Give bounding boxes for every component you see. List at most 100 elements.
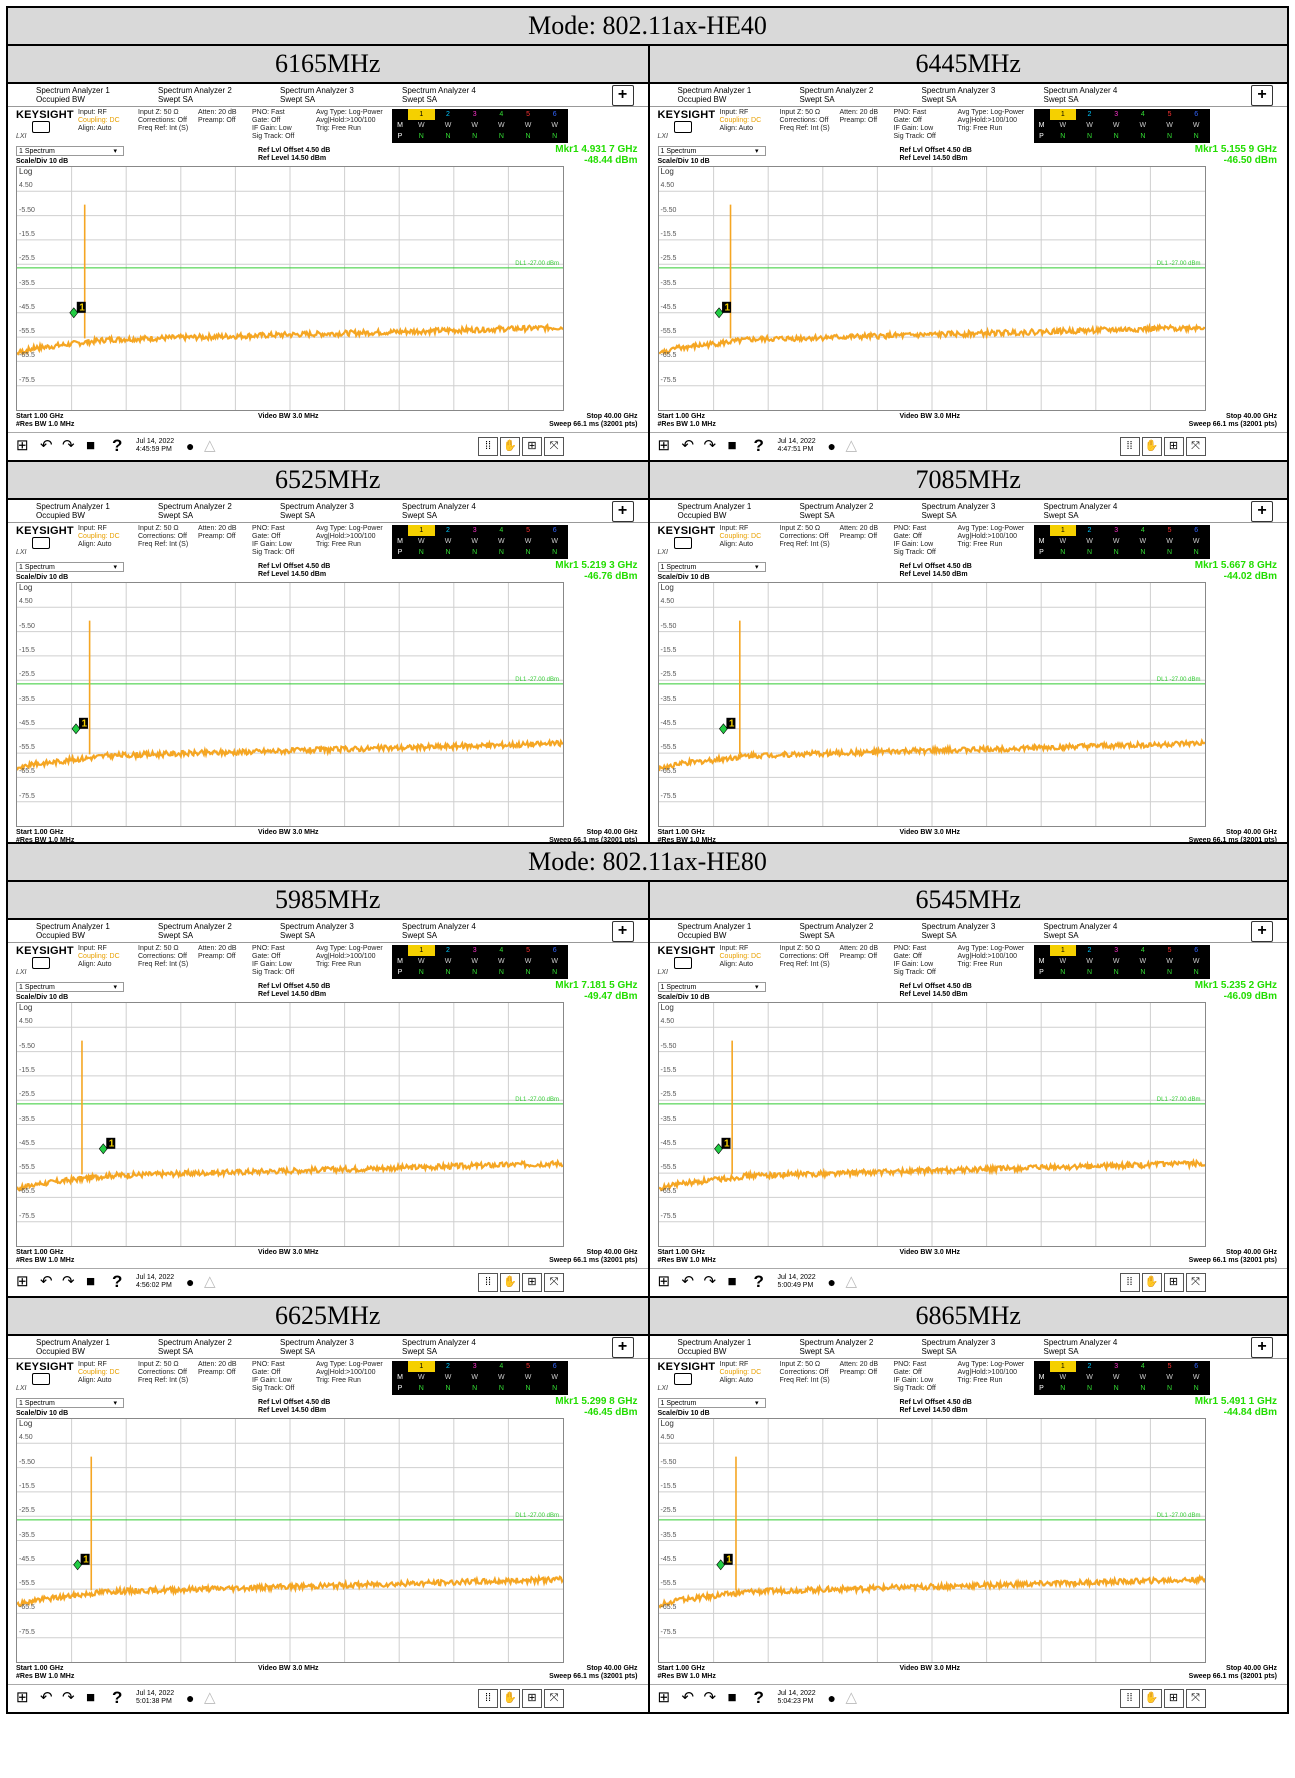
message-icon[interactable] xyxy=(32,1373,50,1385)
analyzer-tab-2[interactable]: Spectrum Analyzer 2 Swept SA xyxy=(158,502,232,520)
trace-status-grid[interactable]: 1 2 3 4 5 6 M W W W W W W P N N N N N N xyxy=(392,109,568,143)
marker-diamond[interactable] xyxy=(713,1143,723,1155)
undo-icon[interactable]: ↶ xyxy=(40,437,53,454)
message-bubble-icon[interactable]: ● xyxy=(827,438,836,454)
undo-icon[interactable]: ↶ xyxy=(681,1273,695,1290)
analyzer-tab-3[interactable]: Spectrum Analyzer 3 Swept SA xyxy=(922,86,996,104)
analyzer-tab-2[interactable]: Spectrum Analyzer 2 Swept SA xyxy=(158,86,232,104)
spectrum-plot[interactable]: 1 Log 4.50 -5.50 -15.5 -25.5 -35.5 -45.5 -55.5 -6… xyxy=(16,1418,564,1663)
analyzer-tab-4[interactable]: Spectrum Analyzer 4 Swept SA xyxy=(402,502,476,520)
touch-icon[interactable]: ✋ xyxy=(500,437,520,456)
analyzer-tab-1[interactable]: Spectrum Analyzer 1 Occupied BW xyxy=(678,86,752,104)
trace-status-grid[interactable]: 1 2 3 4 5 6 M W W W W W W P N N N N N N xyxy=(392,525,568,559)
redo-icon[interactable]: ↷ xyxy=(703,1689,717,1706)
analyzer-tab-3[interactable]: Spectrum Analyzer 3 Swept SA xyxy=(922,922,996,940)
analyzer-tab-4[interactable]: Spectrum Analyzer 4 Swept SA xyxy=(1044,922,1118,940)
analyzer-tab-2[interactable]: Spectrum Analyzer 2 Swept SA xyxy=(158,1338,232,1356)
touch-icon[interactable]: ✋ xyxy=(1141,437,1162,456)
layout-icon[interactable]: ⊞ xyxy=(1163,1689,1184,1708)
message-icon[interactable] xyxy=(32,957,50,969)
help-icon[interactable]: ? xyxy=(112,1688,123,1707)
analyzer-tab-3[interactable]: Spectrum Analyzer 3 Swept SA xyxy=(280,502,354,520)
undo-icon[interactable]: ↶ xyxy=(681,437,695,454)
spectrum-select[interactable]: 1 Spectrum ▾ xyxy=(16,562,124,572)
add-tab-button[interactable]: + xyxy=(611,921,634,942)
help-icon[interactable]: ? xyxy=(753,1688,764,1707)
add-tab-button[interactable]: + xyxy=(611,1337,634,1358)
layout-icon[interactable]: ⊞ xyxy=(1163,1273,1184,1292)
spectrum-select[interactable]: 1 Spectrum ▾ xyxy=(657,146,766,156)
spectrum-select[interactable]: 1 Spectrum ▾ xyxy=(16,146,124,156)
spectrum-plot[interactable]: 1 Log 4.50 -5.50 -15.5 -25.5 -35.5 -45.5 -55.5 -6… xyxy=(16,582,564,827)
touch-icon[interactable]: ✋ xyxy=(1141,1689,1162,1708)
windows-icon[interactable]: ⊞ xyxy=(657,1689,671,1706)
message-bubble-icon[interactable]: ● xyxy=(827,1690,836,1706)
redo-icon[interactable]: ↷ xyxy=(62,1273,75,1290)
windows-icon[interactable]: ⊞ xyxy=(16,1689,29,1706)
undo-icon[interactable]: ↶ xyxy=(40,1689,53,1706)
marker-diamond[interactable] xyxy=(715,1559,725,1571)
redo-icon[interactable]: ↷ xyxy=(703,1273,717,1290)
layout-icon[interactable]: ⊞ xyxy=(522,1273,542,1292)
message-icon[interactable] xyxy=(32,121,50,133)
marker-diamond[interactable] xyxy=(71,723,81,735)
redo-icon[interactable]: ↷ xyxy=(62,437,75,454)
trace-status-grid[interactable]: 1 2 3 4 5 6 M W W W W W W P N N N N N N xyxy=(1033,945,1210,979)
warning-icon[interactable]: △ xyxy=(204,1689,216,1706)
help-icon[interactable]: ? xyxy=(753,436,764,455)
message-icon[interactable] xyxy=(32,537,50,549)
add-tab-button[interactable]: + xyxy=(1251,85,1273,106)
add-tab-button[interactable]: + xyxy=(1251,1337,1273,1358)
undo-icon[interactable]: ↶ xyxy=(681,1689,695,1706)
windows-icon[interactable]: ⊞ xyxy=(16,437,29,454)
analyzer-tab-3[interactable]: Spectrum Analyzer 3 Swept SA xyxy=(922,1338,996,1356)
trace-status-grid[interactable]: 1 2 3 4 5 6 M W W W W W W P N N N N N N xyxy=(392,1361,568,1395)
spectrum-select[interactable]: 1 Spectrum ▾ xyxy=(657,982,766,992)
marker-diamond[interactable] xyxy=(714,307,723,319)
analyzer-tab-3[interactable]: Spectrum Analyzer 3 Swept SA xyxy=(280,86,354,104)
analyzer-tab-1[interactable]: Spectrum Analyzer 1 Occupied BW xyxy=(678,922,752,940)
fullscreen-icon[interactable]: ⤧ xyxy=(1185,437,1206,456)
message-bubble-icon[interactable]: ● xyxy=(186,1690,195,1706)
analyzer-tab-1[interactable]: Spectrum Analyzer 1 Occupied BW xyxy=(678,1338,752,1356)
keypad-icon[interactable]: ⁞⁞ xyxy=(478,437,498,456)
analyzer-tab-4[interactable]: Spectrum Analyzer 4 Swept SA xyxy=(402,1338,476,1356)
marker-diamond[interactable] xyxy=(718,723,728,735)
analyzer-tab-3[interactable]: Spectrum Analyzer 3 Swept SA xyxy=(280,1338,354,1356)
redo-icon[interactable]: ↷ xyxy=(62,1689,75,1706)
fullscreen-icon[interactable]: ⤧ xyxy=(544,1689,564,1708)
message-bubble-icon[interactable]: ● xyxy=(827,1274,836,1290)
help-icon[interactable]: ? xyxy=(753,1272,764,1291)
marker-diamond[interactable] xyxy=(69,307,79,319)
keypad-icon[interactable]: ⁞⁞ xyxy=(478,1273,498,1292)
keypad-icon[interactable]: ⁞⁞ xyxy=(1119,437,1140,456)
touch-icon[interactable]: ✋ xyxy=(500,1273,520,1292)
trace-status-grid[interactable]: 1 2 3 4 5 6 M W W W W W W P N N N N N N xyxy=(1033,109,1210,143)
analyzer-tab-2[interactable]: Spectrum Analyzer 2 Swept SA xyxy=(800,502,874,520)
message-bubble-icon[interactable]: ● xyxy=(186,438,195,454)
spectrum-select[interactable]: 1 Spectrum ▾ xyxy=(16,1398,124,1408)
help-icon[interactable]: ? xyxy=(112,436,123,455)
keypad-icon[interactable]: ⁞⁞ xyxy=(478,1689,498,1708)
spectrum-select[interactable]: 1 Spectrum ▾ xyxy=(657,562,766,572)
spectrum-select[interactable]: 1 Spectrum ▾ xyxy=(657,1398,766,1408)
spectrum-plot[interactable]: 1 Log 4.50 -5.50 -15.5 -25.5 -35.5 -45.5 -55.5 -6… xyxy=(16,1002,564,1247)
help-icon[interactable]: ? xyxy=(112,1272,123,1291)
keypad-icon[interactable]: ⁞⁞ xyxy=(1119,1689,1140,1708)
undo-icon[interactable]: ↶ xyxy=(40,1273,53,1290)
message-icon[interactable] xyxy=(673,957,692,969)
windows-icon[interactable]: ⊞ xyxy=(657,1273,671,1290)
fullscreen-icon[interactable]: ⤧ xyxy=(544,1273,564,1292)
analyzer-tab-1[interactable]: Spectrum Analyzer 1 Occupied BW xyxy=(36,1338,110,1356)
analyzer-tab-1[interactable]: Spectrum Analyzer 1 Occupied BW xyxy=(36,502,110,520)
folder-icon[interactable]: ■ xyxy=(86,437,96,454)
analyzer-tab-4[interactable]: Spectrum Analyzer 4 Swept SA xyxy=(1044,502,1118,520)
analyzer-tab-1[interactable]: Spectrum Analyzer 1 Occupied BW xyxy=(678,502,752,520)
message-icon[interactable] xyxy=(673,121,692,133)
message-bubble-icon[interactable]: ● xyxy=(186,1274,195,1290)
analyzer-tab-3[interactable]: Spectrum Analyzer 3 Swept SA xyxy=(922,502,996,520)
analyzer-tab-2[interactable]: Spectrum Analyzer 2 Swept SA xyxy=(158,922,232,940)
folder-icon[interactable]: ■ xyxy=(86,1689,96,1706)
analyzer-tab-4[interactable]: Spectrum Analyzer 4 Swept SA xyxy=(1044,1338,1118,1356)
folder-icon[interactable]: ■ xyxy=(727,1689,737,1706)
